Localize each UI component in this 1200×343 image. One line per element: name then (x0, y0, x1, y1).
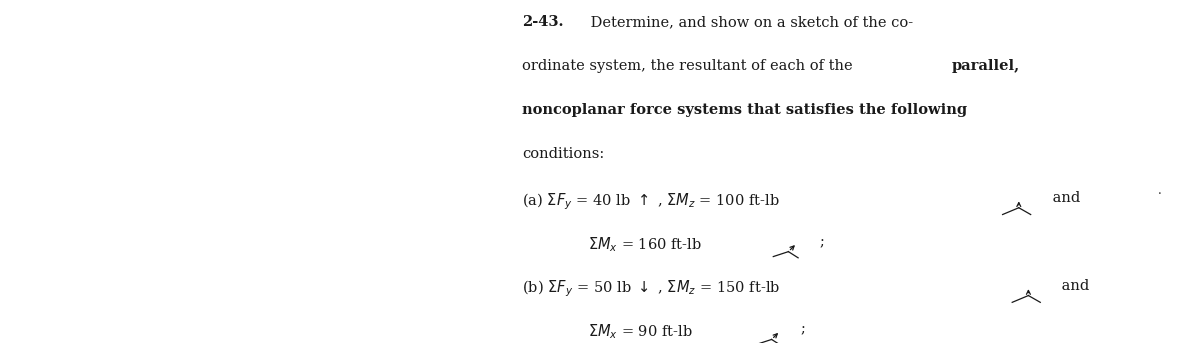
Text: Determine, and show on a sketch of the co-: Determine, and show on a sketch of the c… (586, 15, 913, 29)
Text: and: and (1057, 279, 1090, 293)
Text: 2-43.: 2-43. (522, 15, 564, 29)
Text: ·: · (1158, 188, 1162, 201)
Text: $\Sigma M_x$ = 90 ft-lb: $\Sigma M_x$ = 90 ft-lb (588, 323, 692, 342)
Text: (a) $\Sigma F_y$ = 40 lb $\uparrow$ , $\Sigma M_z$ = 100 ft-lb: (a) $\Sigma F_y$ = 40 lb $\uparrow$ , $\… (522, 191, 780, 212)
Text: conditions:: conditions: (522, 147, 605, 161)
Text: ;: ; (800, 323, 805, 337)
Text: and: and (1048, 191, 1080, 205)
Text: parallel,: parallel, (952, 59, 1020, 73)
Text: noncoplanar force systems that satisfies the following: noncoplanar force systems that satisfies… (522, 103, 967, 117)
Text: ;: ; (820, 235, 824, 249)
Text: (b) $\Sigma F_y$ = 50 lb $\downarrow$ , $\Sigma M_z$ = 150 ft-lb: (b) $\Sigma F_y$ = 50 lb $\downarrow$ , … (522, 279, 780, 299)
Text: ordinate system, the resultant of each of the: ordinate system, the resultant of each o… (522, 59, 857, 73)
Text: $\Sigma M_x$ = 160 ft-lb: $\Sigma M_x$ = 160 ft-lb (588, 235, 702, 254)
